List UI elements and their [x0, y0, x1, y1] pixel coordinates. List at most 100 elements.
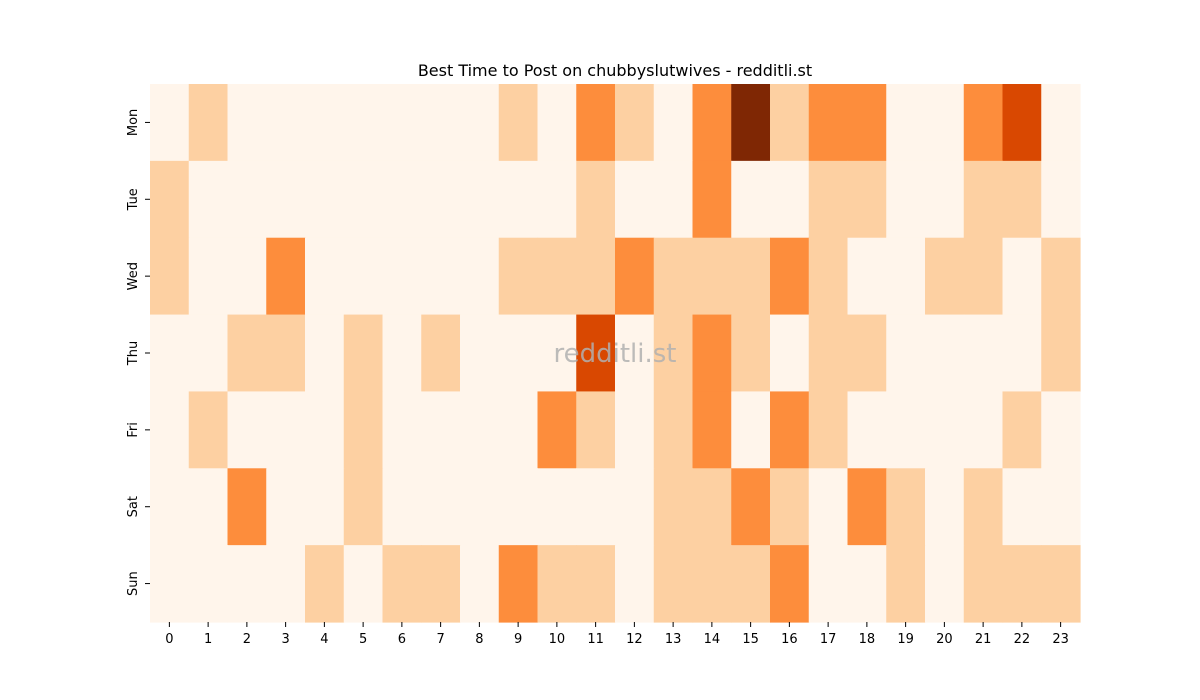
heatmap-cell-tue-4 [305, 160, 345, 239]
heatmap-cell-fri-19 [886, 391, 926, 469]
heatmap-cell-sat-12 [615, 468, 655, 546]
heatmap-cell-tue-7 [421, 160, 461, 239]
heatmap-cell-thu-18 [847, 314, 887, 393]
heatmap-cell-sat-6 [382, 468, 422, 546]
heatmap-cell-sun-5 [343, 545, 384, 623]
x-tick-label: 15 [742, 632, 759, 647]
heatmap-cell-thu-3 [266, 314, 306, 393]
heatmap-cell-tue-0 [150, 160, 190, 239]
heatmap-cell-thu-9 [498, 314, 539, 393]
x-tick-label: 0 [165, 632, 173, 647]
heatmap-cell-tue-10 [537, 160, 577, 239]
heatmap-cell-thu-23 [1041, 314, 1081, 393]
heatmap-cell-tue-16 [770, 160, 810, 239]
heatmap-cell-thu-16 [770, 314, 810, 393]
heatmap-cell-mon-11 [576, 84, 616, 162]
y-tick-label: Tue [126, 188, 141, 211]
y-axis: Mon Tue Wed Thu Fri Sat Sun [126, 109, 150, 596]
heatmap-cell-wed-5 [343, 237, 384, 316]
heatmap-cell-tue-19 [886, 160, 926, 239]
heatmap-cell-mon-20 [925, 84, 965, 162]
heatmap-cell-wed-12 [615, 237, 655, 316]
heatmap-cell-thu-7 [421, 314, 461, 393]
heatmap-cell-wed-1 [188, 237, 229, 316]
heatmap-cell-thu-15 [731, 314, 771, 393]
x-tick-label: 11 [587, 632, 604, 647]
heatmap-cell-tue-22 [1002, 160, 1042, 239]
heatmap-cell-tue-12 [615, 160, 655, 239]
heatmap-cell-sat-13 [653, 468, 694, 546]
heatmap-cell-sat-20 [925, 468, 965, 546]
heatmap-cell-sat-11 [576, 468, 616, 546]
heatmap-cell-tue-15 [731, 160, 771, 239]
x-tick-label: 22 [1014, 632, 1031, 647]
x-tick-label: 9 [514, 632, 522, 647]
heatmap-cells [150, 84, 1081, 623]
heatmap-cell-thu-4 [305, 314, 345, 393]
heatmap-cell-sun-14 [692, 545, 732, 623]
heatmap-cell-sun-12 [615, 545, 655, 623]
heatmap-cell-wed-6 [382, 237, 422, 316]
heatmap-cell-sat-18 [847, 468, 887, 546]
x-tick-label: 20 [936, 632, 953, 647]
heatmap-cell-mon-2 [227, 84, 267, 162]
heatmap-cell-mon-5 [343, 84, 384, 162]
heatmap-cell-sat-19 [886, 468, 926, 546]
x-tick-label: 14 [704, 632, 721, 647]
x-tick-label: 7 [436, 632, 444, 647]
heatmap-cell-wed-11 [576, 237, 616, 316]
heatmap-cell-mon-1 [188, 84, 229, 162]
x-tick-label: 6 [398, 632, 406, 647]
heatmap-cell-thu-13 [653, 314, 694, 393]
heatmap-cell-thu-6 [382, 314, 422, 393]
heatmap-cell-sun-11 [576, 545, 616, 623]
heatmap-cell-wed-14 [692, 237, 732, 316]
heatmap-cell-sat-16 [770, 468, 810, 546]
heatmap-cell-sun-9 [498, 545, 539, 623]
heatmap-cell-wed-4 [305, 237, 345, 316]
x-tick-label: 17 [820, 632, 837, 647]
heatmap-cell-mon-10 [537, 84, 577, 162]
x-tick-label: 21 [975, 632, 992, 647]
x-tick-label: 16 [781, 632, 798, 647]
heatmap-cell-sun-21 [963, 545, 1004, 623]
heatmap-cell-fri-8 [460, 391, 500, 469]
x-tick-label: 2 [243, 632, 251, 647]
heatmap-cell-wed-7 [421, 237, 461, 316]
x-tick-label: 12 [626, 632, 643, 647]
heatmap-cell-sun-10 [537, 545, 577, 623]
heatmap-cell-tue-11 [576, 160, 616, 239]
heatmap-cell-fri-20 [925, 391, 965, 469]
heatmap-cell-tue-13 [653, 160, 694, 239]
heatmap-cell-sat-2 [227, 468, 267, 546]
heatmap-cell-fri-2 [227, 391, 267, 469]
heatmap-cell-fri-12 [615, 391, 655, 469]
heatmap-cell-fri-14 [692, 391, 732, 469]
heatmap-cell-sun-1 [188, 545, 229, 623]
heatmap-cell-thu-8 [460, 314, 500, 393]
heatmap-cell-wed-13 [653, 237, 694, 316]
heatmap-cell-wed-16 [770, 237, 810, 316]
heatmap-cell-tue-17 [808, 160, 849, 239]
heatmap-cell-sun-13 [653, 545, 694, 623]
x-tick-label: 19 [897, 632, 914, 647]
heatmap-cell-thu-21 [963, 314, 1004, 393]
x-tick-label: 5 [359, 632, 367, 647]
heatmap-cell-sat-22 [1002, 468, 1042, 546]
heatmap-cell-sat-15 [731, 468, 771, 546]
heatmap-cell-fri-18 [847, 391, 887, 469]
heatmap-cell-thu-19 [886, 314, 926, 393]
heatmap-cell-sat-14 [692, 468, 732, 546]
heatmap-cell-mon-15 [731, 84, 771, 162]
heatmap-cell-sat-8 [460, 468, 500, 546]
heatmap-cell-wed-3 [266, 237, 306, 316]
heatmap-cell-thu-20 [925, 314, 965, 393]
heatmap-cell-sun-4 [305, 545, 345, 623]
heatmap-cell-thu-2 [227, 314, 267, 393]
heatmap-cell-wed-10 [537, 237, 577, 316]
heatmap-cell-sun-19 [886, 545, 926, 623]
y-tick-label: Mon [126, 109, 141, 136]
heatmap-cell-wed-0 [150, 237, 190, 316]
heatmap-cell-wed-9 [498, 237, 539, 316]
heatmap-cell-sat-0 [150, 468, 190, 546]
